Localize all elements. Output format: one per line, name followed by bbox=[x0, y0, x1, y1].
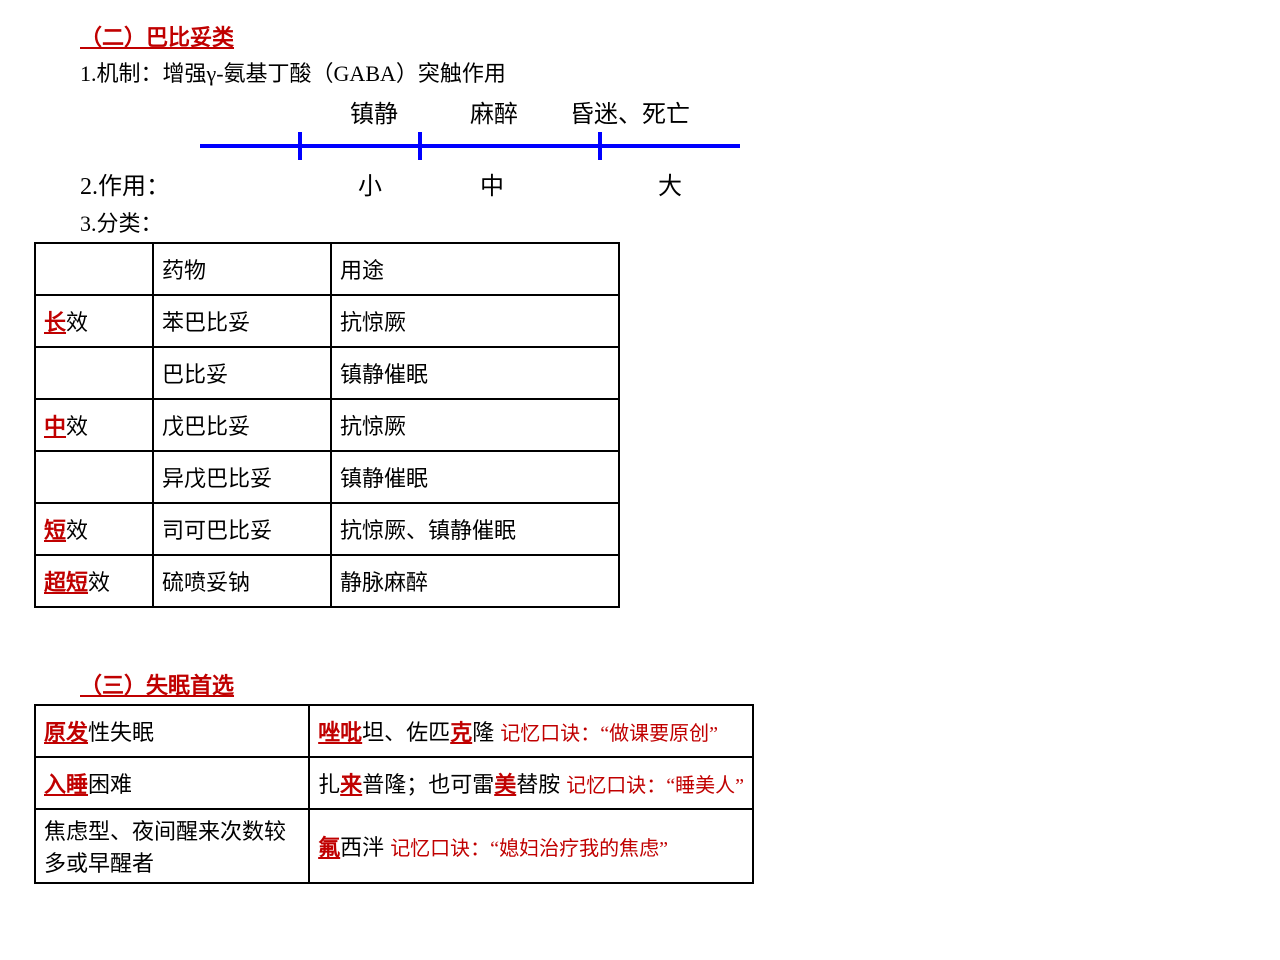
mnemonic-hint: 记忆口诀：“睡美人” bbox=[560, 775, 744, 797]
section-3-heading: （三）失眠首选 bbox=[80, 668, 1260, 700]
table-cell: 苯巴比妥 bbox=[153, 295, 331, 347]
diag-top-1: 镇静 bbox=[350, 94, 398, 129]
table-header bbox=[35, 243, 153, 295]
table-cell: 戊巴比妥 bbox=[153, 399, 331, 451]
table-cell: 司可巴比妥 bbox=[153, 503, 331, 555]
effect-line-prefix: 2.作用： bbox=[80, 166, 170, 201]
table-cell: 静脉麻醉 bbox=[331, 555, 619, 607]
table-cell: 抗惊厥、镇静催眠 bbox=[331, 503, 619, 555]
table-cell: 入睡困难 bbox=[35, 757, 309, 809]
table-cell: 镇静催眠 bbox=[331, 451, 619, 503]
table-cell bbox=[35, 347, 153, 399]
table-cell: 异戊巴比妥 bbox=[153, 451, 331, 503]
classification-table: 药物用途长效苯巴比妥抗惊厥巴比妥镇静催眠中效戊巴比妥抗惊厥异戊巴比妥镇静催眠短效… bbox=[34, 242, 620, 608]
table-cell: 扎来普隆；也可雷美替胺记忆口诀：“睡美人” bbox=[309, 757, 753, 809]
diag-bot-2: 中 bbox=[480, 166, 504, 201]
table-cell: 巴比妥 bbox=[153, 347, 331, 399]
insomnia-table-wrap: 原发性失眠唑吡坦、佐匹克隆记忆口诀：“做课要原创”入睡困难扎来普隆；也可雷美替胺… bbox=[34, 700, 1260, 884]
table-cell: 镇静催眠 bbox=[331, 347, 619, 399]
table-cell: 短效 bbox=[35, 503, 153, 555]
classification-line: 3.分类： bbox=[80, 206, 1260, 238]
table-cell: 抗惊厥 bbox=[331, 399, 619, 451]
table-header: 用途 bbox=[331, 243, 619, 295]
table-cell: 中效 bbox=[35, 399, 153, 451]
dose-effect-diagram: 镇静 麻醉 昏迷、死亡 小 中 大 2.作用： bbox=[80, 94, 1260, 204]
table-cell: 焦虑型、夜间醒来次数较多或早醒者 bbox=[35, 809, 309, 883]
mnemonic-hint: 记忆口诀：“做课要原创” bbox=[494, 723, 718, 745]
diag-top-3: 昏迷、死亡 bbox=[570, 94, 690, 129]
diag-bot-1: 小 bbox=[358, 166, 382, 201]
table-cell: 长效 bbox=[35, 295, 153, 347]
section-2-heading: （二）巴比妥类 bbox=[80, 20, 1260, 52]
diag-top-2: 麻醉 bbox=[470, 94, 518, 129]
mechanism-line: 1.机制：增强γ-氨基丁酸（GABA）突触作用 bbox=[80, 56, 1260, 88]
table-cell: 原发性失眠 bbox=[35, 705, 309, 757]
table-header: 药物 bbox=[153, 243, 331, 295]
table-cell: 硫喷妥钠 bbox=[153, 555, 331, 607]
table-cell bbox=[35, 451, 153, 503]
table-cell: 唑吡坦、佐匹克隆记忆口诀：“做课要原创” bbox=[309, 705, 753, 757]
table-cell: 超短效 bbox=[35, 555, 153, 607]
table-cell: 抗惊厥 bbox=[331, 295, 619, 347]
table-cell: 氟西泮记忆口诀：“媳妇治疗我的焦虑” bbox=[309, 809, 753, 883]
mnemonic-hint: 记忆口诀：“媳妇治疗我的焦虑” bbox=[384, 838, 668, 860]
diag-bot-3: 大 bbox=[658, 166, 682, 201]
axis-svg bbox=[200, 126, 760, 166]
insomnia-table: 原发性失眠唑吡坦、佐匹克隆记忆口诀：“做课要原创”入睡困难扎来普隆；也可雷美替胺… bbox=[34, 704, 754, 884]
